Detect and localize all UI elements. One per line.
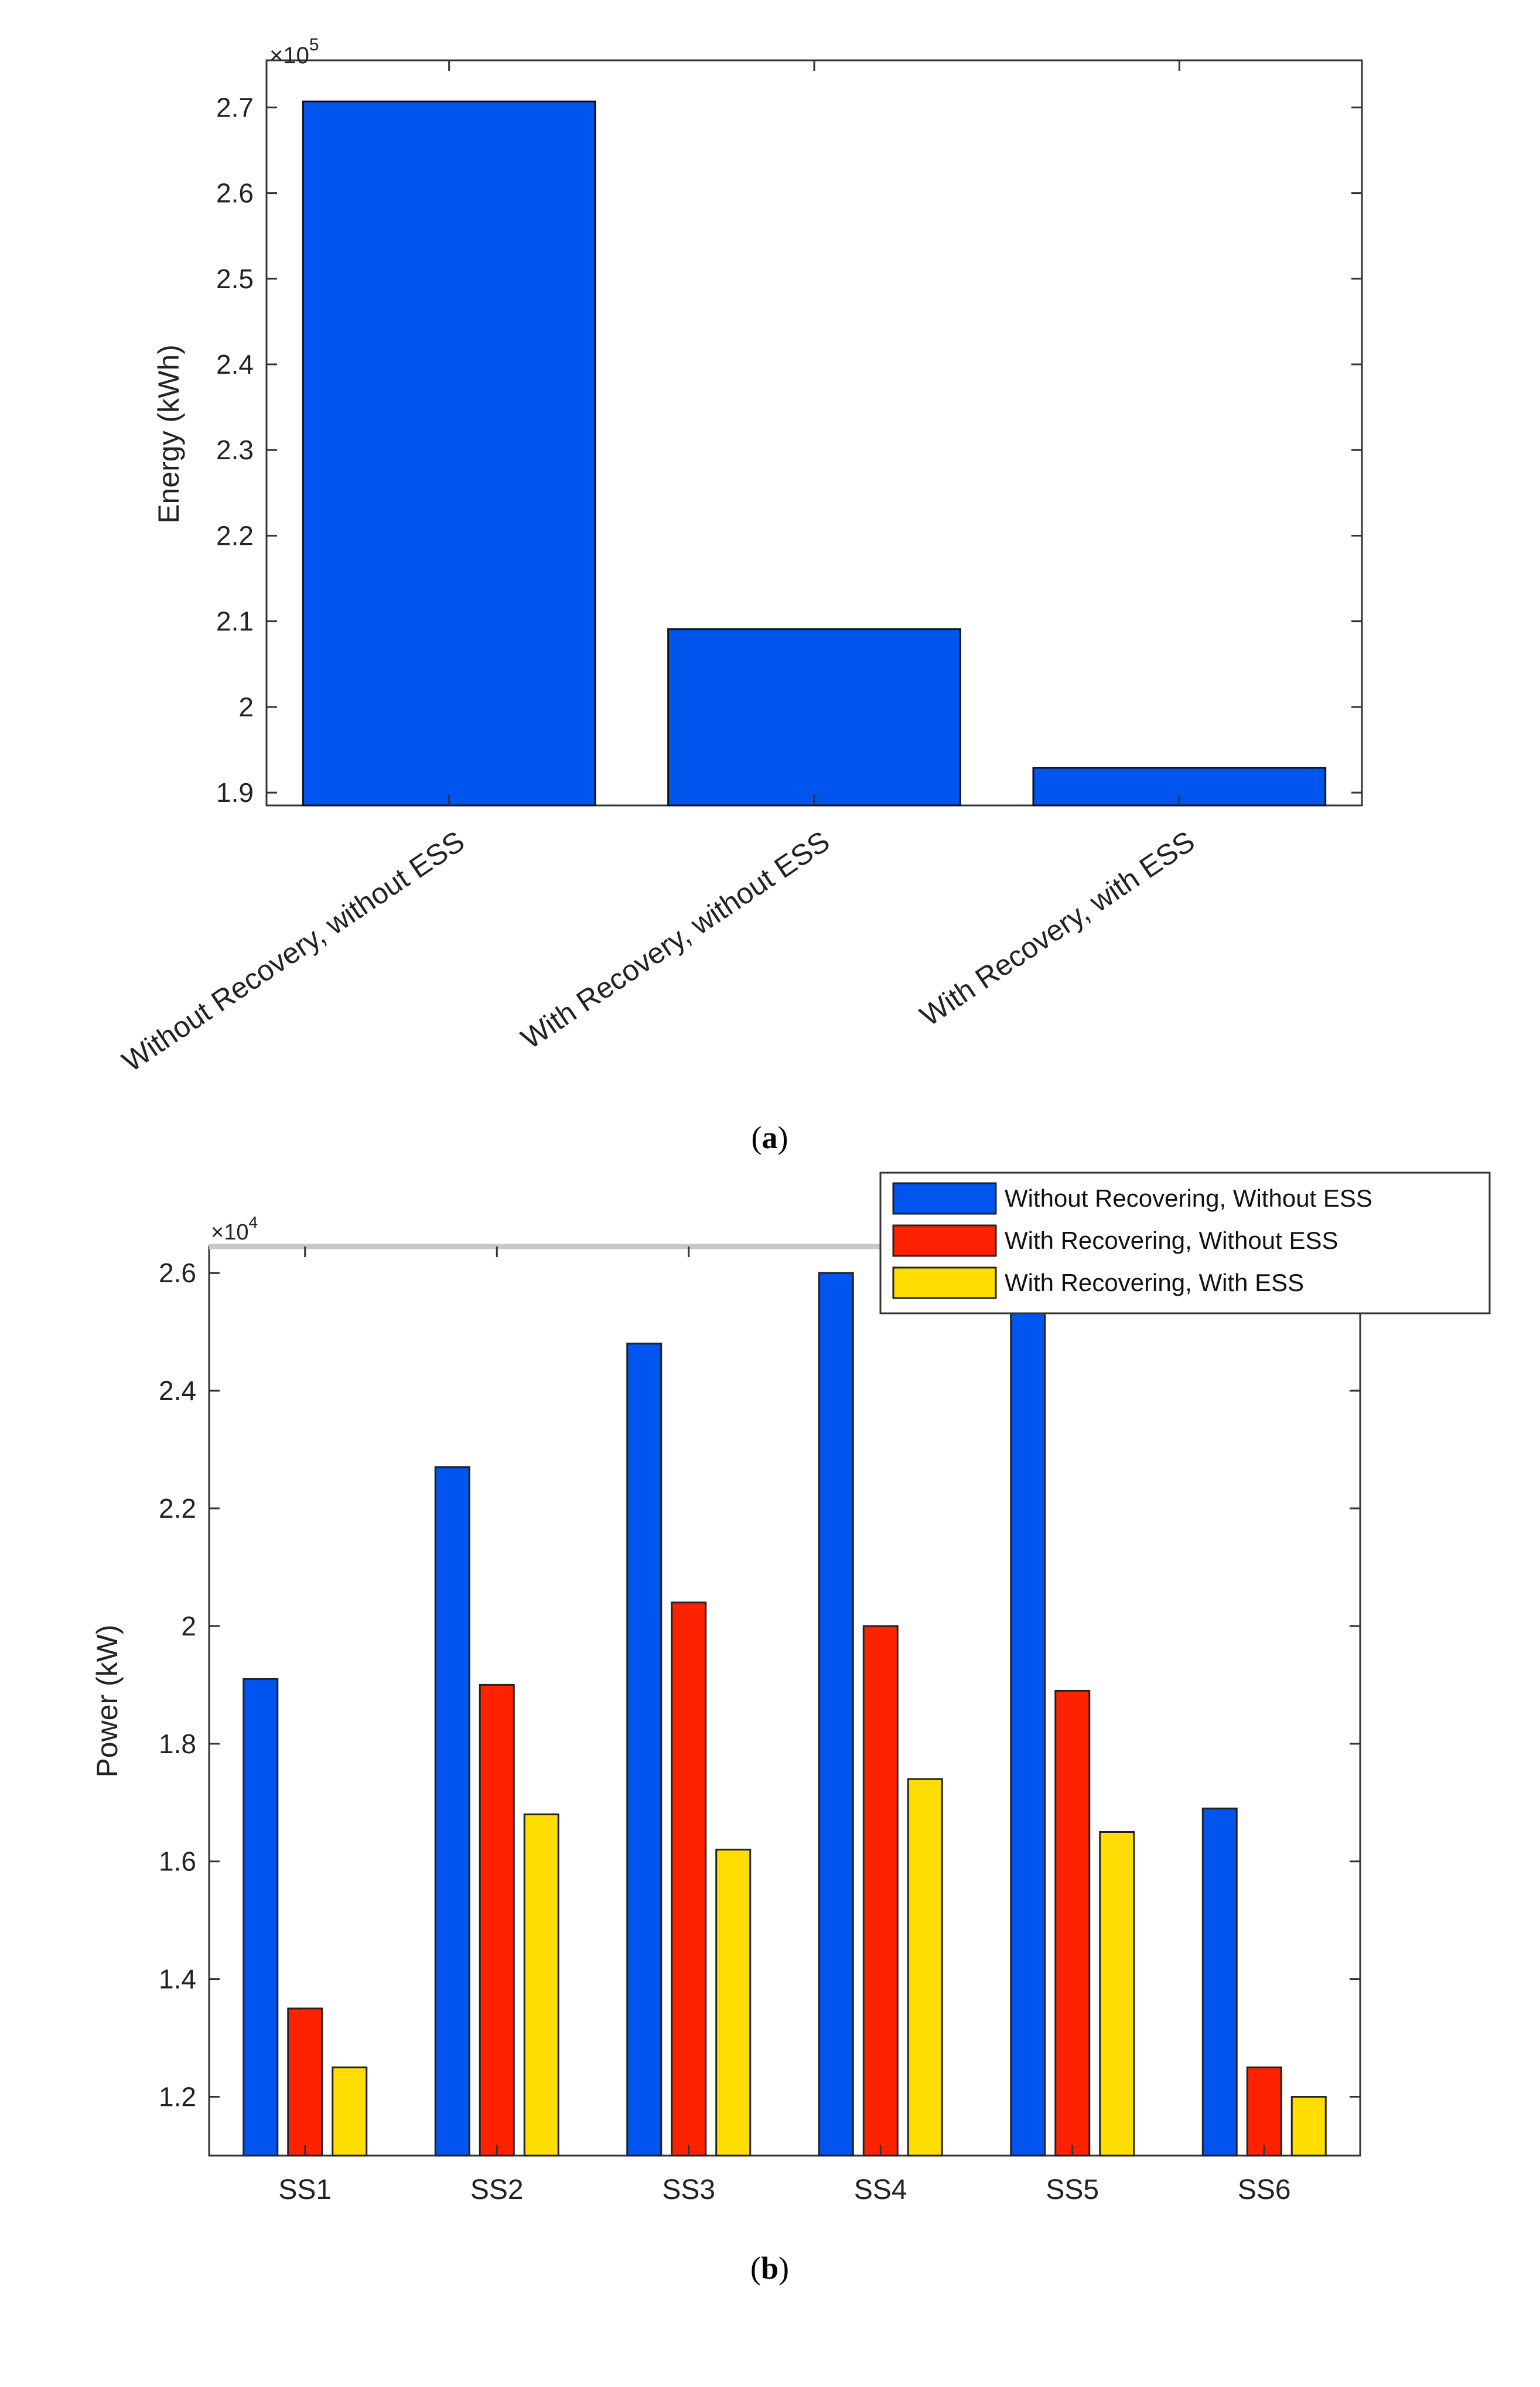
chart-b-category-label: SS6 — [1238, 2174, 1291, 2205]
chart-b-legend-label-2: With Recovering, Without ESS — [1005, 1227, 1338, 1254]
chart-b-y-tick-label: 2 — [181, 1611, 196, 1641]
chart-b-y-tick-label: 2.2 — [159, 1493, 196, 1524]
chart-b-bar-ss4-series-3 — [907, 1778, 943, 2157]
chart-b-bar-ss5-series-3 — [1099, 1831, 1135, 2157]
chart-a-y-tick-label: 2.7 — [216, 92, 254, 122]
chart-a-y-tick-label: 2.4 — [216, 349, 254, 380]
chart-b-bar-ss4-series-2 — [862, 1625, 899, 2157]
chart-b-axes-box — [208, 1245, 1361, 2157]
chart-a-bar-1 — [302, 100, 596, 807]
chart-b-category-labels: SS1 SS2 SS3 SS4 SS5 SS6 — [278, 2174, 1290, 2205]
chart-b-category-label: SS1 — [278, 2174, 332, 2205]
chart-a-bar-2 — [667, 628, 961, 807]
chart-b-bar-ss2-series-1 — [434, 1466, 470, 2157]
chart-b-bar-ss6-series-2 — [1246, 2066, 1282, 2157]
chart-b: 1.21.41.61.822.22.42.6 SS1 SS2 SS3 SS4 SS5 SS… — [91, 1172, 1491, 2286]
chart-b-y-tick-label: 1.4 — [159, 1964, 196, 1995]
chart-b-y-tick-label: 2.6 — [159, 1258, 196, 1288]
chart-a-ylabel: Energy (kWh) — [152, 344, 185, 524]
chart-b-legend-swatch-1 — [892, 1182, 997, 1215]
chart-b-category-label: SS3 — [662, 2174, 715, 2205]
chart-b-bar-ss4-series-1 — [818, 1272, 854, 2157]
chart-b-bar-ss3-series-2 — [671, 1601, 707, 2157]
chart-b-bar-ss6-series-1 — [1201, 1807, 1238, 2157]
chart-a-category-label: Without Recovery, without ESS — [117, 825, 470, 1078]
chart-b-y-tick-label: 1.2 — [159, 2082, 196, 2112]
chart-b-bar-ss5-series-1 — [1010, 1283, 1046, 2157]
chart-b-bar-ss3-series-1 — [626, 1343, 663, 2157]
chart-b-y-tick-label: 1.6 — [159, 1846, 196, 1877]
chart-a-y-tick-label: 2.2 — [216, 520, 254, 551]
chart-a-y-tick-label: 2.1 — [216, 606, 254, 637]
chart-b-ylabel: Power (kW) — [91, 1624, 124, 1777]
chart-b-y-ticks: 1.2 1.4 1.6 1.8 2 2.2 2.4 2.6 — [159, 1247, 1360, 2156]
chart-b-category-label: SS2 — [470, 2174, 524, 2205]
chart-b-y-exponent: ×104 — [211, 1213, 258, 1245]
chart-b-caption: (b) — [750, 2251, 789, 2286]
chart-b-bar-ss1-series-1 — [243, 1678, 279, 2157]
chart-b-bars — [243, 1272, 1327, 2157]
chart-b-legend-swatch-2 — [892, 1224, 997, 1257]
chart-b-bar-ss2-series-3 — [523, 1813, 559, 2157]
chart-b-bar-ss1-series-3 — [332, 2066, 368, 2157]
chart-a-y-tick-label: 2.5 — [216, 264, 254, 294]
chart-a-category-labels: Without Recovery, without ESS With Recove… — [117, 825, 1201, 1078]
chart-b-bar-ss2-series-2 — [479, 1683, 515, 2157]
chart-a: 1.9 2 2.1 2.2 2.3 2.4 2.5 2.6 2.7 Without Recove… — [117, 35, 1363, 1155]
chart-b-bar-ss3-series-3 — [715, 1849, 752, 2157]
chart-a-category-label: With Recovery, with ESS — [914, 825, 1201, 1033]
chart-a-caption: (a) — [752, 1120, 788, 1155]
chart-b-category-label: SS5 — [1046, 2174, 1099, 2205]
chart-b-bar-ss6-series-3 — [1290, 2096, 1327, 2157]
chart-b-category-label: SS4 — [854, 2174, 907, 2205]
chart-b-legend-swatch-3 — [892, 1266, 997, 1299]
chart-b-legend-label-3: With Recovering, With ESS — [1005, 1269, 1304, 1296]
chart-a-y-ticks: 1.9 2 2.1 2.2 2.3 2.4 2.5 2.6 2.7 — [216, 60, 1362, 808]
chart-a-y-tick-label: 2 — [238, 692, 254, 722]
chart-b-legend-label-1: Without Recovering, Without ESS — [1005, 1184, 1372, 1212]
chart-a-y-tick-label: 1.9 — [216, 777, 254, 808]
chart-a-y-tick-label: 2.6 — [216, 178, 254, 209]
chart-a-bars — [302, 100, 1327, 807]
chart-a-y-exponent: ×105 — [269, 35, 319, 69]
chart-a-category-label: With Recovery, without ESS — [515, 825, 836, 1056]
chart-a-y-tick-label: 2.3 — [216, 435, 254, 465]
chart-b-legend: Without Recovering, Without ESS With Reco… — [879, 1172, 1491, 1314]
chart-b-bar-ss5-series-2 — [1054, 1689, 1091, 2157]
chart-b-bar-ss1-series-2 — [287, 2007, 323, 2157]
chart-b-y-tick-label: 2.4 — [159, 1375, 196, 1406]
chart-b-y-tick-label: 1.8 — [159, 1729, 196, 1759]
